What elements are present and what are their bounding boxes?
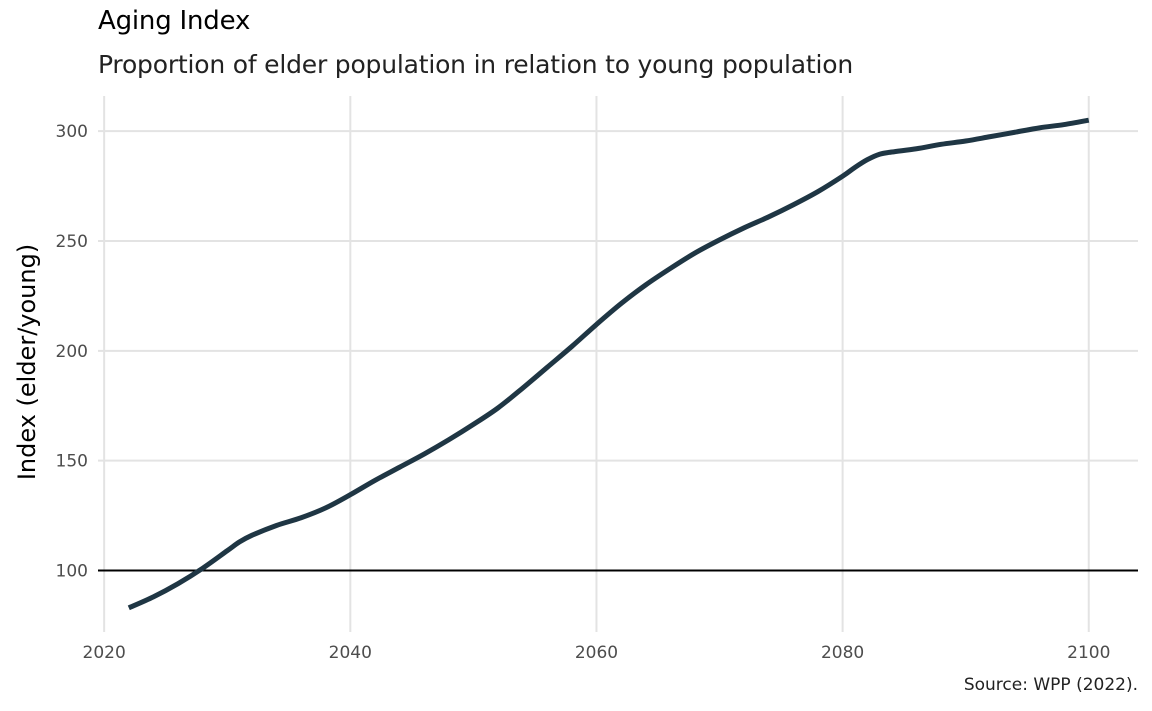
y-tick-label: 200: [56, 342, 88, 362]
y-tick-label: 100: [56, 561, 88, 581]
x-tick-label: 2080: [821, 643, 864, 663]
y-axis-ticks: 100 150 200 250 300: [56, 122, 88, 581]
x-axis-ticks: 2020 2040 2060 2080 2100: [83, 643, 1111, 663]
x-tick-label: 2060: [575, 643, 618, 663]
aging-index-line: [127, 117, 1090, 611]
chart-title: Aging Index: [98, 6, 251, 36]
x-tick-label: 2020: [83, 643, 126, 663]
source-caption: Source: WPP (2022).: [963, 675, 1138, 695]
y-tick-label: 250: [56, 232, 88, 252]
y-tick-label: 300: [56, 122, 88, 142]
grid-lines: [98, 96, 1138, 632]
x-tick-label: 2100: [1067, 643, 1110, 663]
series-layer: [127, 117, 1090, 611]
y-axis-title: Index (elder/young): [13, 244, 41, 480]
y-tick-label: 150: [56, 452, 88, 472]
x-tick-label: 2040: [329, 643, 372, 663]
chart-subtitle: Proportion of elder population in relati…: [98, 50, 853, 79]
